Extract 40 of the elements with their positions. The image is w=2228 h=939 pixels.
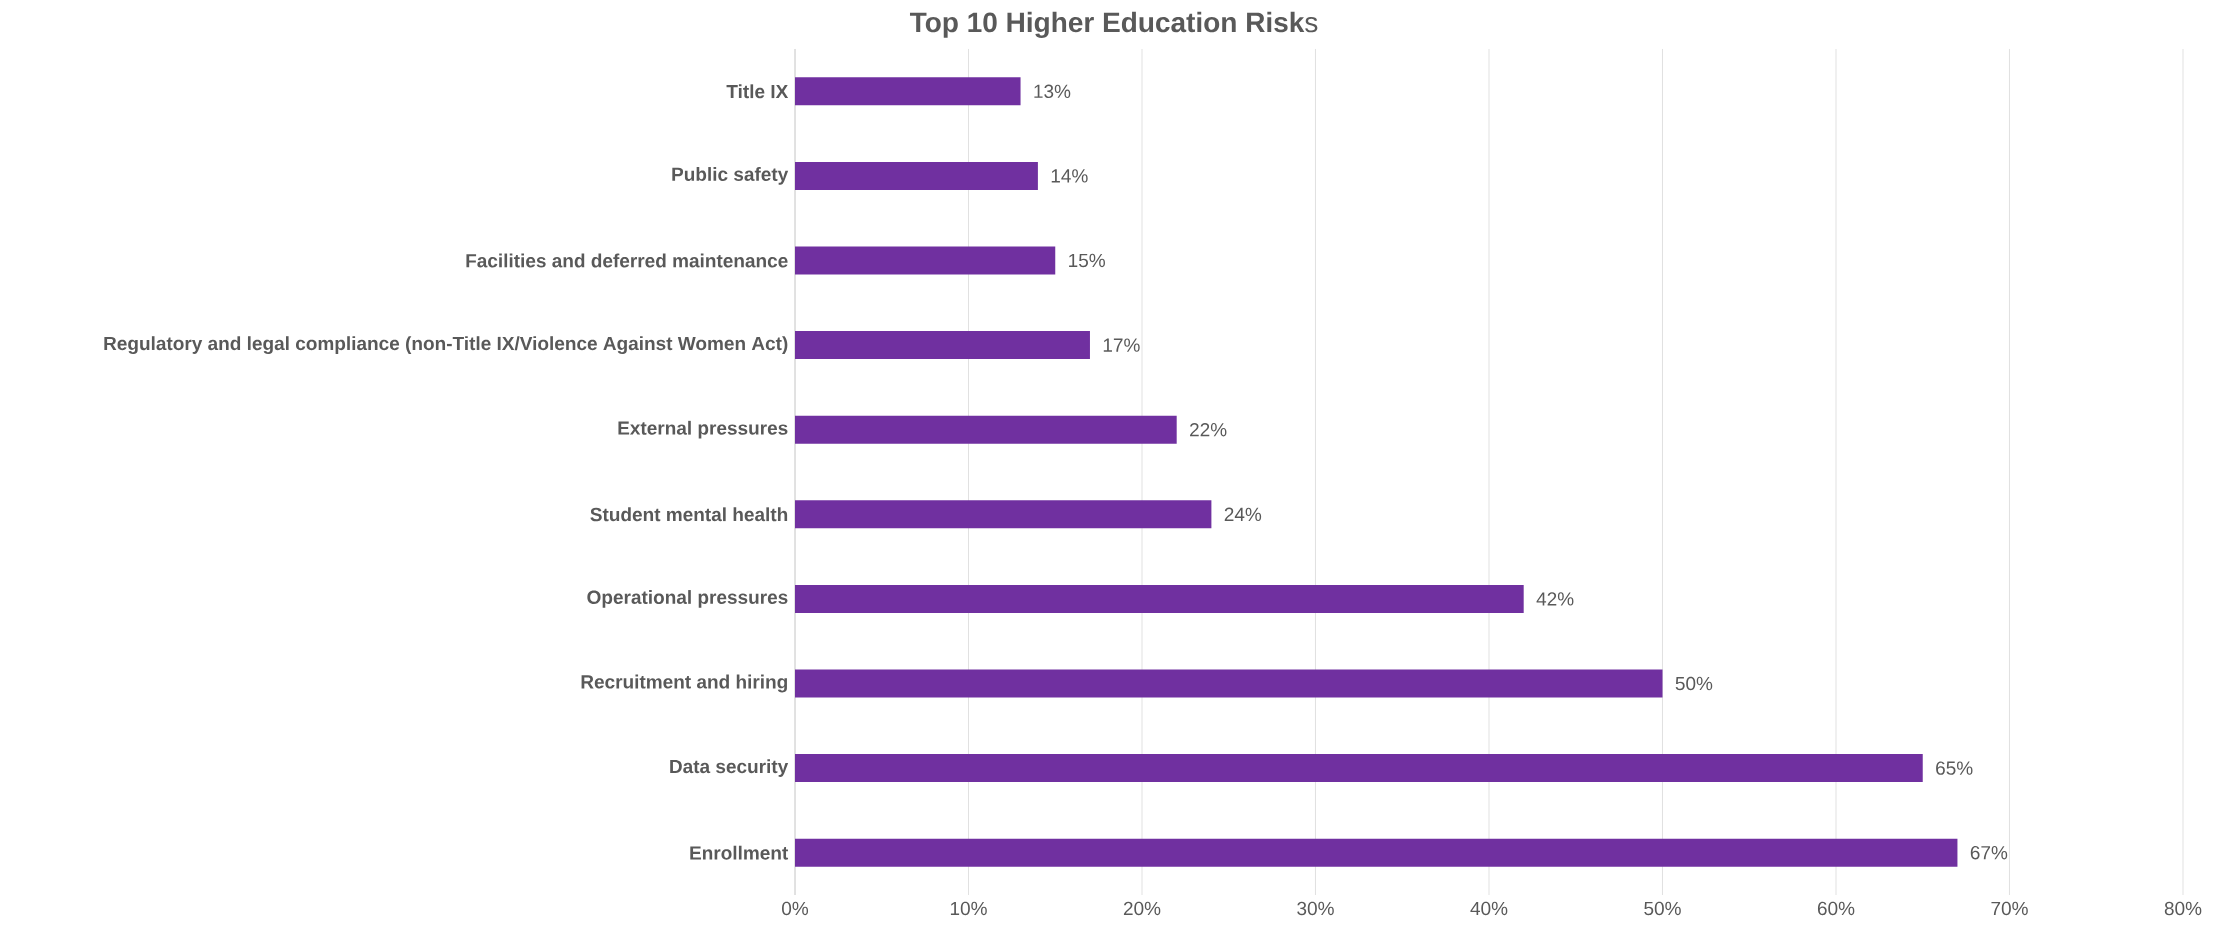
- y-tick-label: Public safety: [672, 167, 789, 185]
- data-label: 65%: [1936, 761, 1973, 775]
- y-tick-label: Facilities and deferred maintenance: [466, 253, 788, 268]
- bar: [795, 415, 1177, 444]
- x-tick-label: 80%: [2164, 901, 2202, 916]
- data-label: 17%: [1103, 338, 1140, 352]
- y-tick-label: Enrollment: [690, 845, 789, 860]
- data-label: 15%: [1069, 253, 1105, 268]
- data-label: 67%: [1970, 845, 2008, 860]
- x-tick-label: 10%: [950, 901, 987, 916]
- chart-title: Top 10 Higher Education Risks: [909, 11, 1318, 38]
- bar: [795, 754, 1923, 783]
- x-tick-label: 0%: [782, 901, 809, 916]
- bar: [795, 77, 1021, 106]
- bar: [795, 161, 1038, 190]
- bar: [795, 838, 1958, 867]
- x-tick-label: 60%: [1817, 901, 1855, 916]
- bar: [795, 584, 1524, 613]
- bar: [795, 331, 1090, 360]
- y-tick-label: Data security: [670, 759, 789, 777]
- y-tick-label: Recruitment and hiring: [581, 674, 787, 693]
- x-tick-label: 20%: [1123, 901, 1161, 916]
- data-label: 42%: [1536, 592, 1574, 606]
- data-label: 13%: [1034, 84, 1071, 99]
- y-tick-label: Student mental health: [590, 507, 788, 522]
- y-tick-label: Title IX: [726, 84, 789, 99]
- data-label: 22%: [1190, 423, 1227, 437]
- x-tick-label: 30%: [1297, 901, 1334, 916]
- data-label: 50%: [1675, 676, 1713, 691]
- data-label: 14%: [1051, 169, 1088, 183]
- x-tick-label: 40%: [1470, 901, 1508, 916]
- y-tick-label: Operational pressures: [587, 590, 788, 608]
- bar: [795, 246, 1056, 275]
- x-tick-label: 50%: [1644, 901, 1681, 916]
- bar: [795, 500, 1212, 529]
- data-label: 24%: [1224, 507, 1262, 522]
- y-tick-label: Regulatory and legal compliance (non-Title IX/Violence Against Women Act): [104, 336, 788, 354]
- bar: [795, 669, 1663, 698]
- x-tick-label: 70%: [1991, 901, 2028, 916]
- y-tick-label: External pressures: [618, 420, 788, 439]
